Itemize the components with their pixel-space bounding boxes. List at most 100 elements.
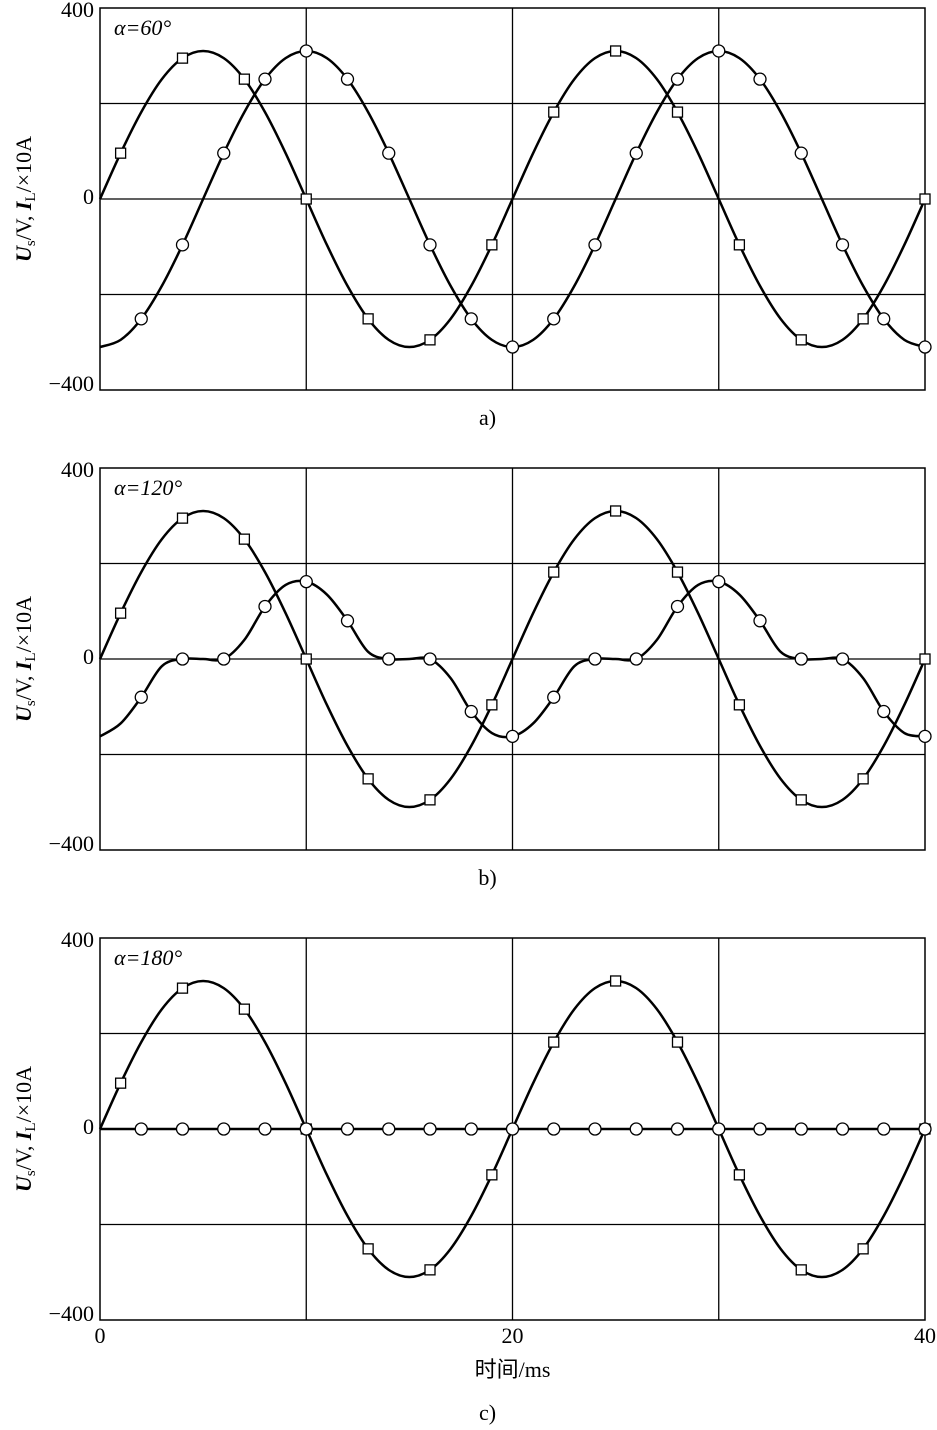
square-marker: [609, 505, 622, 517]
square-marker: [548, 106, 560, 118]
square-marker: [300, 193, 312, 205]
y-label-part: U: [11, 245, 36, 262]
y-label-part: /×10A: [11, 596, 36, 653]
square-marker: [857, 773, 869, 785]
circle-marker: [877, 1122, 891, 1136]
circle-marker: [588, 238, 602, 252]
square-marker: [609, 45, 622, 57]
y-label-part: U: [11, 705, 36, 722]
circle-marker: [712, 44, 726, 58]
circle-marker: [794, 1122, 808, 1136]
square-marker: [548, 566, 560, 578]
circle-marker: [629, 652, 643, 666]
y-label-part: /V,: [11, 210, 36, 240]
square-marker: [671, 1036, 684, 1048]
circle-marker: [134, 1122, 148, 1136]
circle-marker: [258, 1122, 272, 1136]
circle-marker: [753, 72, 767, 86]
square-marker: [919, 193, 931, 205]
square-marker: [486, 1169, 498, 1181]
circle-marker: [258, 599, 272, 614]
circle-marker: [134, 690, 148, 704]
circle-marker: [134, 312, 148, 326]
series-line: [98, 49, 927, 349]
circle-marker: [340, 614, 355, 628]
circle-marker: [382, 1122, 396, 1136]
y-tick-label: 400: [61, 0, 94, 22]
square-marker: [114, 1077, 127, 1089]
circle-marker: [175, 652, 190, 666]
square-marker: [238, 73, 251, 85]
circle-marker: [547, 1122, 561, 1136]
panel: −400 0 400 Us/V, IL/×10A α=120° b): [11, 457, 932, 890]
circle-marker: [918, 729, 932, 744]
square-marker: [857, 313, 869, 325]
y-axis-label: Us/V, IL/×10A: [11, 596, 39, 722]
square-marker: [424, 334, 436, 346]
square-marker: [486, 699, 498, 711]
y-label-part: L: [23, 652, 39, 661]
y-label-part: s: [23, 1170, 39, 1176]
y-label-part: /×10A: [11, 1066, 36, 1123]
circle-marker: [670, 72, 685, 86]
circle-marker: [670, 599, 685, 614]
y-label-part: I: [11, 1130, 36, 1141]
square-marker: [176, 52, 189, 64]
square-marker: [919, 653, 931, 665]
circle-marker: [547, 312, 561, 326]
square-marker: [857, 1243, 869, 1255]
x-tick-label: 20: [502, 1323, 524, 1348]
y-axis-label: Us/V, IL/×10A: [11, 136, 39, 262]
series-line: [98, 509, 927, 809]
circle-marker: [794, 146, 808, 160]
caption: c): [479, 1400, 496, 1425]
circle-marker: [299, 44, 313, 58]
y-tick-label: 400: [61, 457, 94, 482]
caption: b): [478, 865, 496, 890]
y-tick-label: 0: [83, 644, 94, 669]
square-marker: [671, 106, 684, 118]
square-marker: [362, 313, 374, 325]
square-marker: [238, 1003, 251, 1015]
square-marker: [424, 794, 436, 806]
y-tick-label: −400: [49, 831, 94, 856]
square-marker: [114, 607, 127, 619]
circle-marker: [464, 312, 478, 326]
square-marker: [238, 533, 251, 545]
circle-marker: [464, 704, 478, 719]
x-axis-label: 时间/ms: [475, 1357, 551, 1382]
y-tick-label: −400: [49, 371, 94, 396]
circle-marker: [217, 146, 231, 160]
circle-marker: [588, 652, 602, 666]
circle-marker: [835, 652, 850, 666]
square-marker: [114, 147, 127, 159]
circle-marker: [794, 652, 808, 666]
circle-marker: [547, 690, 561, 704]
square-marker: [362, 773, 374, 785]
square-marker: [176, 512, 189, 524]
circle-marker: [258, 72, 272, 86]
y-label-part: /×10A: [11, 136, 36, 193]
circle-marker: [588, 1122, 602, 1136]
square-marker: [733, 699, 746, 711]
circle-marker: [505, 729, 520, 744]
square-marker: [795, 1264, 807, 1276]
circle-marker: [877, 704, 891, 719]
square-marker: [795, 794, 807, 806]
y-tick-label: 0: [83, 184, 94, 209]
circle-marker: [505, 340, 520, 354]
square-marker: [362, 1243, 374, 1255]
circle-marker: [629, 1122, 643, 1136]
y-label-part: L: [23, 1122, 39, 1131]
annotation: α=120°: [114, 475, 182, 500]
circle-marker: [670, 1122, 685, 1136]
circle-marker: [299, 1122, 313, 1136]
circle-marker: [423, 238, 437, 252]
circle-marker: [423, 652, 437, 666]
circle-marker: [340, 1122, 355, 1136]
y-label-part: /V,: [11, 670, 36, 700]
square-marker: [424, 1264, 436, 1276]
circle-marker: [835, 1122, 850, 1136]
